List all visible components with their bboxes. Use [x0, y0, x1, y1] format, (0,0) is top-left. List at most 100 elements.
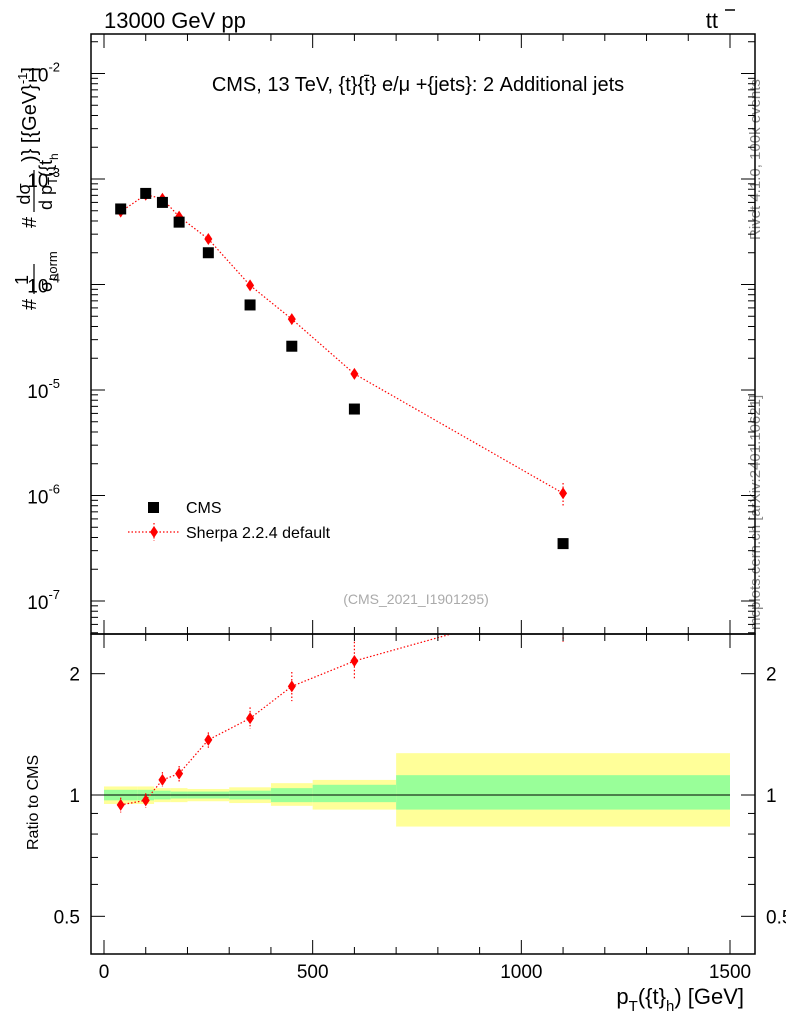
main-ytick-label: 10-5: [27, 376, 60, 403]
ratio-point: [287, 680, 296, 693]
ratio-band-inner: [396, 775, 730, 810]
ratio-point: [559, 597, 567, 609]
ylabel-sigma: σnorm: [36, 251, 60, 292]
ratio-bands-group: [104, 753, 730, 827]
main-ytick-label: 10-3: [27, 165, 60, 192]
ylabel-dp-t: ({t: [36, 160, 56, 177]
ylabel-unit-text: )} [{GeV}: [19, 84, 41, 162]
ylabel-one: 1: [12, 275, 32, 285]
ylabel-unit-end: ]: [19, 67, 41, 73]
cms-point: [140, 187, 152, 199]
ratio-series-group: [116, 597, 567, 813]
main-ytick-label-exp: -4: [48, 271, 60, 286]
main-ytick-label-exp: -2: [48, 60, 60, 75]
main-panel: 10-710-610-510-410-310-2 CMS, 13 TeV, {t…: [12, 33, 756, 635]
ratio-point: [141, 794, 150, 807]
header-right-tbar-letter: t: [712, 8, 718, 33]
cms-point: [557, 538, 569, 550]
ylabel-unit-exp: -1: [15, 73, 30, 85]
ylabel-hash1: #: [19, 298, 41, 310]
main-axis-ticks: [91, 34, 755, 634]
main-ytick-label-base: 10: [27, 171, 48, 192]
legend-cms-marker: [148, 502, 159, 513]
xlabel-T: T: [629, 998, 638, 1015]
main-y-tick-labels: 10-710-610-510-410-310-2: [27, 60, 60, 615]
ratio-point: [204, 733, 213, 746]
ratio-point: [350, 655, 359, 668]
sherpa-point: [204, 232, 213, 245]
ylabel-dp-h: h: [47, 153, 61, 160]
cms-point: [348, 403, 360, 415]
main-ytick-label: 10-2: [27, 60, 60, 87]
ratio-axis-ticks: [91, 634, 755, 954]
x-tick-label: 1500: [709, 962, 751, 983]
cms-point: [286, 340, 298, 352]
ylabel-dp: d pT({th: [36, 153, 61, 210]
main-ytick-label-exp: -7: [48, 587, 60, 602]
header-right-t: tt: [706, 8, 718, 33]
ratio-ytick-label-right: 0.5: [766, 907, 786, 928]
ratio-point: [175, 767, 184, 780]
ylabel-dp-text: d p: [36, 185, 56, 210]
legend: CMS Sherpa 2.2.4 default: [128, 500, 331, 542]
cms-point: [202, 247, 214, 259]
main-ytick-label: 10-7: [27, 587, 60, 614]
ratio-point: [246, 712, 255, 725]
ylabel-dp-T: T: [45, 177, 60, 185]
ratio-band-inner: [312, 784, 397, 803]
cms-point: [173, 216, 185, 228]
main-ytick-label-exp: -5: [48, 376, 60, 391]
ratio-frame: [90, 633, 756, 955]
ratio-y-axis-label: Ratio to CMS: [25, 755, 42, 850]
xlabel-unit: ) [GeV]: [674, 984, 744, 1009]
main-ytick-label-base: 10: [27, 382, 48, 403]
ylabel-norm: norm: [45, 251, 60, 281]
main-ytick-label-base: 10: [27, 593, 48, 614]
xlabel-t: ({t}: [638, 984, 666, 1009]
x-tick-labels: 0 500 1000 1500: [99, 962, 751, 983]
sherpa-point: [559, 487, 568, 500]
main-ytick-label-exp: -6: [48, 482, 60, 497]
main-ytick-label: 10-4: [27, 271, 60, 298]
sherpa-line: [120, 194, 564, 494]
x-tick-label: 1000: [500, 962, 542, 983]
main-ytick-label-base: 10: [27, 66, 48, 87]
ratio-y-tick-labels: 0.5 0.5 1 1 2 2: [54, 665, 786, 929]
cms-point: [115, 203, 127, 215]
xlabel-p: p: [616, 984, 628, 1009]
ratio-ytick-label-right: 2: [766, 665, 777, 686]
ylabel-unit: )} [{GeV}-1]: [15, 67, 41, 162]
main-series-group: [115, 187, 569, 550]
ratio-ytick-label: 0.5: [54, 907, 80, 928]
main-ytick-label-exp: -3: [48, 165, 60, 180]
ylabel-hash2: #: [19, 216, 41, 228]
ratio-point: [116, 798, 125, 811]
sherpa-point: [350, 367, 359, 380]
main-y-axis-label: # 1 σnorm # dσ d pT({th )} [{GeV}-1]: [12, 67, 61, 310]
main-title: CMS, 13 TeV, {t}{t̄} e/μ +{jets}: 2 Addi…: [212, 74, 624, 96]
ratio-ytick-label: 2: [69, 665, 80, 686]
main-ytick-label: 10-6: [27, 482, 60, 509]
legend-cms-label: CMS: [186, 500, 222, 517]
x-tick-label: 500: [297, 962, 329, 983]
cms-point: [244, 299, 256, 311]
main-ytick-label-base: 10: [27, 277, 48, 298]
sherpa-point: [246, 279, 255, 292]
x-tick-label: 0: [99, 962, 110, 983]
ratio-ytick-label-right: 1: [766, 786, 777, 807]
main-frame: [90, 33, 756, 635]
main-ytick-label-base: 10: [27, 488, 48, 509]
ratio-panel: 0.5 0.5 1 1 2 2 0 500 1000 1500 Ratio to CMS pT(…: [25, 597, 786, 1015]
analysis-annotation: (CMS_2021_I1901295): [343, 591, 489, 607]
legend-sherpa-marker: [150, 526, 158, 538]
legend-sherpa-label: Sherpa 2.2.4 default: [186, 525, 331, 542]
ylabel-dsigma: dσ: [14, 183, 34, 204]
x-axis-label: pT({t}h) [GeV]: [616, 984, 744, 1015]
xlabel-h: h: [666, 998, 674, 1015]
sherpa-point: [287, 313, 296, 326]
ylabel-sigma-symbol: σ: [36, 281, 56, 292]
ratio-point: [158, 773, 167, 786]
cms-point: [156, 196, 168, 208]
header-left: 13000 GeV pp: [104, 8, 246, 33]
